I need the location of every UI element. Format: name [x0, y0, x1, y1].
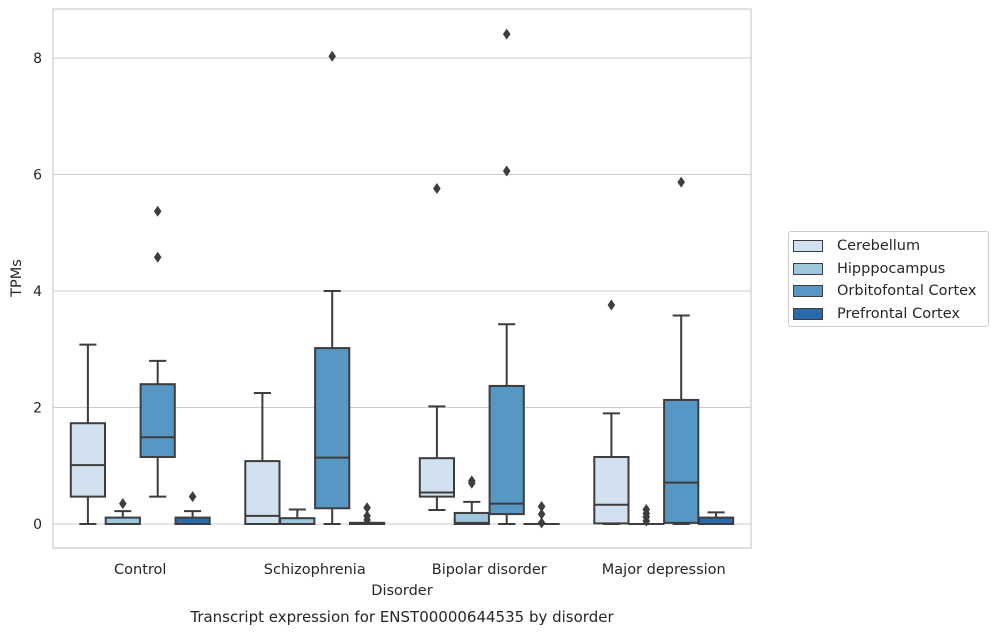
legend-item-2: Orbitofontal Cortex	[789, 280, 988, 303]
y-tick-label-2: 4	[33, 284, 42, 300]
box-1-2-outlier-1	[468, 475, 476, 487]
legend-swatch-3	[793, 308, 823, 321]
plot-area-frame	[52, 8, 752, 549]
legend-item-1: Hipppocampus	[789, 258, 988, 281]
x-axis-label: Disorder	[371, 583, 432, 599]
box-0-2-outlier-0	[433, 182, 441, 194]
legend-item-3: Prefrontal Cortex	[789, 303, 988, 326]
legend-swatch-0	[793, 240, 823, 253]
legend-item-0: Cerebellum	[789, 235, 988, 258]
legend-label-2: Orbitofontal Cortex	[837, 283, 977, 300]
box-2-3-iqr	[663, 398, 700, 524]
box-3-2-outlier-1	[537, 508, 546, 520]
box-3-1-outlier-2	[363, 502, 371, 514]
box-2-1-iqr	[314, 347, 351, 510]
box-2-2-iqr	[488, 384, 525, 516]
y-tick-label-1: 2	[33, 401, 42, 417]
y-axis-label: TPMs	[9, 259, 25, 298]
box-3-1-outlier-1	[363, 510, 371, 522]
box-0-0-iqr	[69, 422, 107, 498]
legend-label-3: Prefrontal Cortex	[837, 306, 960, 323]
legend-label-1: Hipppocampus	[837, 260, 946, 277]
box-1-3-outlier-3	[642, 503, 651, 515]
chart-title: Transcript expression for ENST0000064453…	[189, 608, 614, 626]
y-tick-label-3: 6	[33, 168, 42, 184]
box-2-0-outlier-0	[153, 251, 162, 263]
box-0-2-iqr	[418, 457, 456, 498]
x-tick-label-0: Control	[114, 562, 166, 578]
box-3-2-outlier-0	[537, 517, 546, 529]
box-2-0-iqr	[139, 383, 176, 459]
legend: Cerebellum Hipppocampus Orbitofontal Corte…	[788, 231, 989, 327]
x-tick-label-2: Bipolar disorder	[432, 562, 547, 578]
box-series	[69, 28, 735, 529]
x-tick-label-3: Major depression	[602, 562, 726, 578]
box-2-3-outlier-0	[677, 176, 685, 188]
y-axis-ticks: 0 2 4 6 8	[33, 51, 42, 533]
box-1-0-outlier-0	[119, 498, 127, 510]
box-0-3-outlier-0	[607, 299, 616, 311]
box-2-2-outlier-0	[502, 165, 511, 177]
y-tick-label-0: 0	[33, 517, 42, 533]
box-2-1-outlier-0	[328, 50, 336, 62]
box-0-3-iqr	[593, 456, 630, 525]
box-2-0-outlier-1	[153, 205, 162, 217]
box-2-2-outlier-1	[502, 28, 511, 40]
box-0-1-iqr	[244, 460, 281, 525]
y-tick-label-4: 8	[33, 51, 42, 67]
box-1-2-iqr	[453, 511, 490, 525]
x-axis-ticks: Control Schizophrenia Bipolar disorder Majo…	[114, 562, 726, 578]
box-3-2-outlier-2	[537, 501, 546, 513]
x-tick-label-1: Schizophrenia	[264, 562, 366, 578]
legend-swatch-1	[793, 262, 823, 275]
legend-label-0: Cerebellum	[837, 238, 921, 255]
legend-swatch-2	[793, 285, 823, 298]
box-3-0-outlier-0	[188, 491, 197, 503]
